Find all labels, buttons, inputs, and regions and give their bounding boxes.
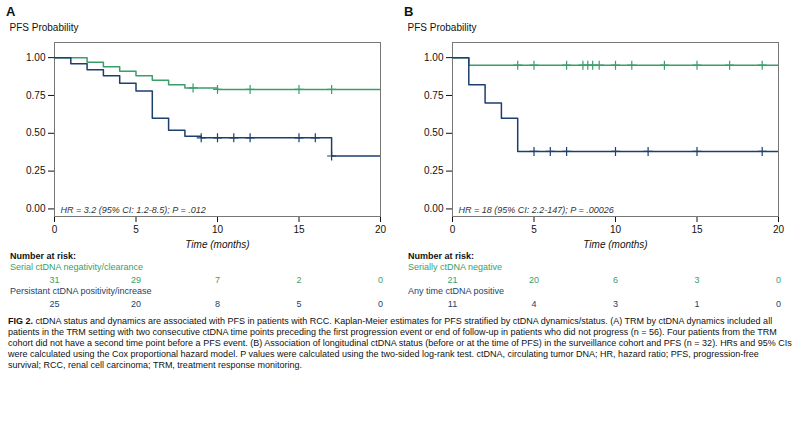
svg-text:PFS Probability: PFS Probability: [10, 22, 79, 33]
svg-text:7: 7: [215, 275, 220, 285]
svg-text:20: 20: [375, 224, 387, 235]
svg-text:29: 29: [131, 275, 141, 285]
svg-text:0: 0: [776, 275, 781, 285]
svg-text:10: 10: [212, 224, 224, 235]
svg-text:3: 3: [613, 299, 618, 309]
svg-text:25: 25: [49, 299, 59, 309]
svg-text:5: 5: [133, 224, 139, 235]
svg-text:1: 1: [694, 299, 699, 309]
svg-text:Time (months): Time (months): [583, 239, 647, 250]
svg-text:0: 0: [378, 275, 383, 285]
svg-text:1.00: 1.00: [26, 52, 46, 63]
html-text:B: B: [404, 4, 414, 19]
svg-text:0.00: 0.00: [424, 203, 444, 214]
svg-text:4: 4: [531, 299, 536, 309]
svg-text:HR = 3.2 (95% CI: 1.2-8.5); P: HR = 3.2 (95% CI: 1.2-8.5); P = .012: [61, 205, 206, 215]
svg-text:0.75: 0.75: [424, 90, 444, 101]
svg-text:15: 15: [293, 224, 305, 235]
html-text:Persistant ctDNA positivity/in: Persistant ctDNA positivity/increase: [10, 286, 152, 296]
svg-text:8: 8: [215, 299, 220, 309]
svg-text:11: 11: [448, 299, 457, 309]
svg-text:21: 21: [447, 275, 457, 285]
svg-text:PFS Probability: PFS Probability: [408, 22, 477, 33]
svg-text:20: 20: [131, 299, 141, 309]
html-text:A: A: [6, 4, 16, 19]
svg-text:20: 20: [773, 224, 785, 235]
svg-text:2: 2: [296, 275, 301, 285]
svg-text:0.50: 0.50: [26, 127, 46, 138]
svg-text:10: 10: [610, 224, 622, 235]
svg-text:3: 3: [694, 275, 699, 285]
svg-text:20: 20: [529, 275, 539, 285]
svg-text:0.25: 0.25: [424, 165, 444, 176]
html-text:FIG 2. ctDNA status and dynami: FIG 2. ctDNA status and dynamics are ass…: [8, 316, 792, 370]
svg-text:0.75: 0.75: [26, 90, 46, 101]
svg-text:5: 5: [296, 299, 301, 309]
html-text:Serially ctDNA negative: Serially ctDNA negative: [408, 262, 502, 272]
svg-text:0: 0: [450, 224, 456, 235]
svg-text:5: 5: [531, 224, 537, 235]
svg-text:0: 0: [378, 299, 383, 309]
svg-text:HR = 18 (95% CI: 2.2-147); P =: HR = 18 (95% CI: 2.2-147); P = .00026: [459, 205, 614, 215]
svg-text:31: 31: [49, 275, 59, 285]
svg-text:0.50: 0.50: [424, 127, 444, 138]
svg-text:0: 0: [52, 224, 58, 235]
svg-text:15: 15: [691, 224, 703, 235]
html-text:Serial ctDNA negativity/cleara: Serial ctDNA negativity/clearance: [10, 262, 144, 272]
svg-text:0.00: 0.00: [26, 203, 46, 214]
html-text:Number at risk:: Number at risk:: [408, 251, 474, 261]
svg-text:6: 6: [613, 275, 618, 285]
html-text:Number at risk:: Number at risk:: [10, 251, 76, 261]
svg-text:1.00: 1.00: [424, 52, 444, 63]
svg-text:0: 0: [776, 299, 781, 309]
svg-text:0.25: 0.25: [26, 165, 46, 176]
html-text:Any time ctDNA positive: Any time ctDNA positive: [408, 286, 504, 296]
svg-text:Time (months): Time (months): [185, 239, 249, 250]
